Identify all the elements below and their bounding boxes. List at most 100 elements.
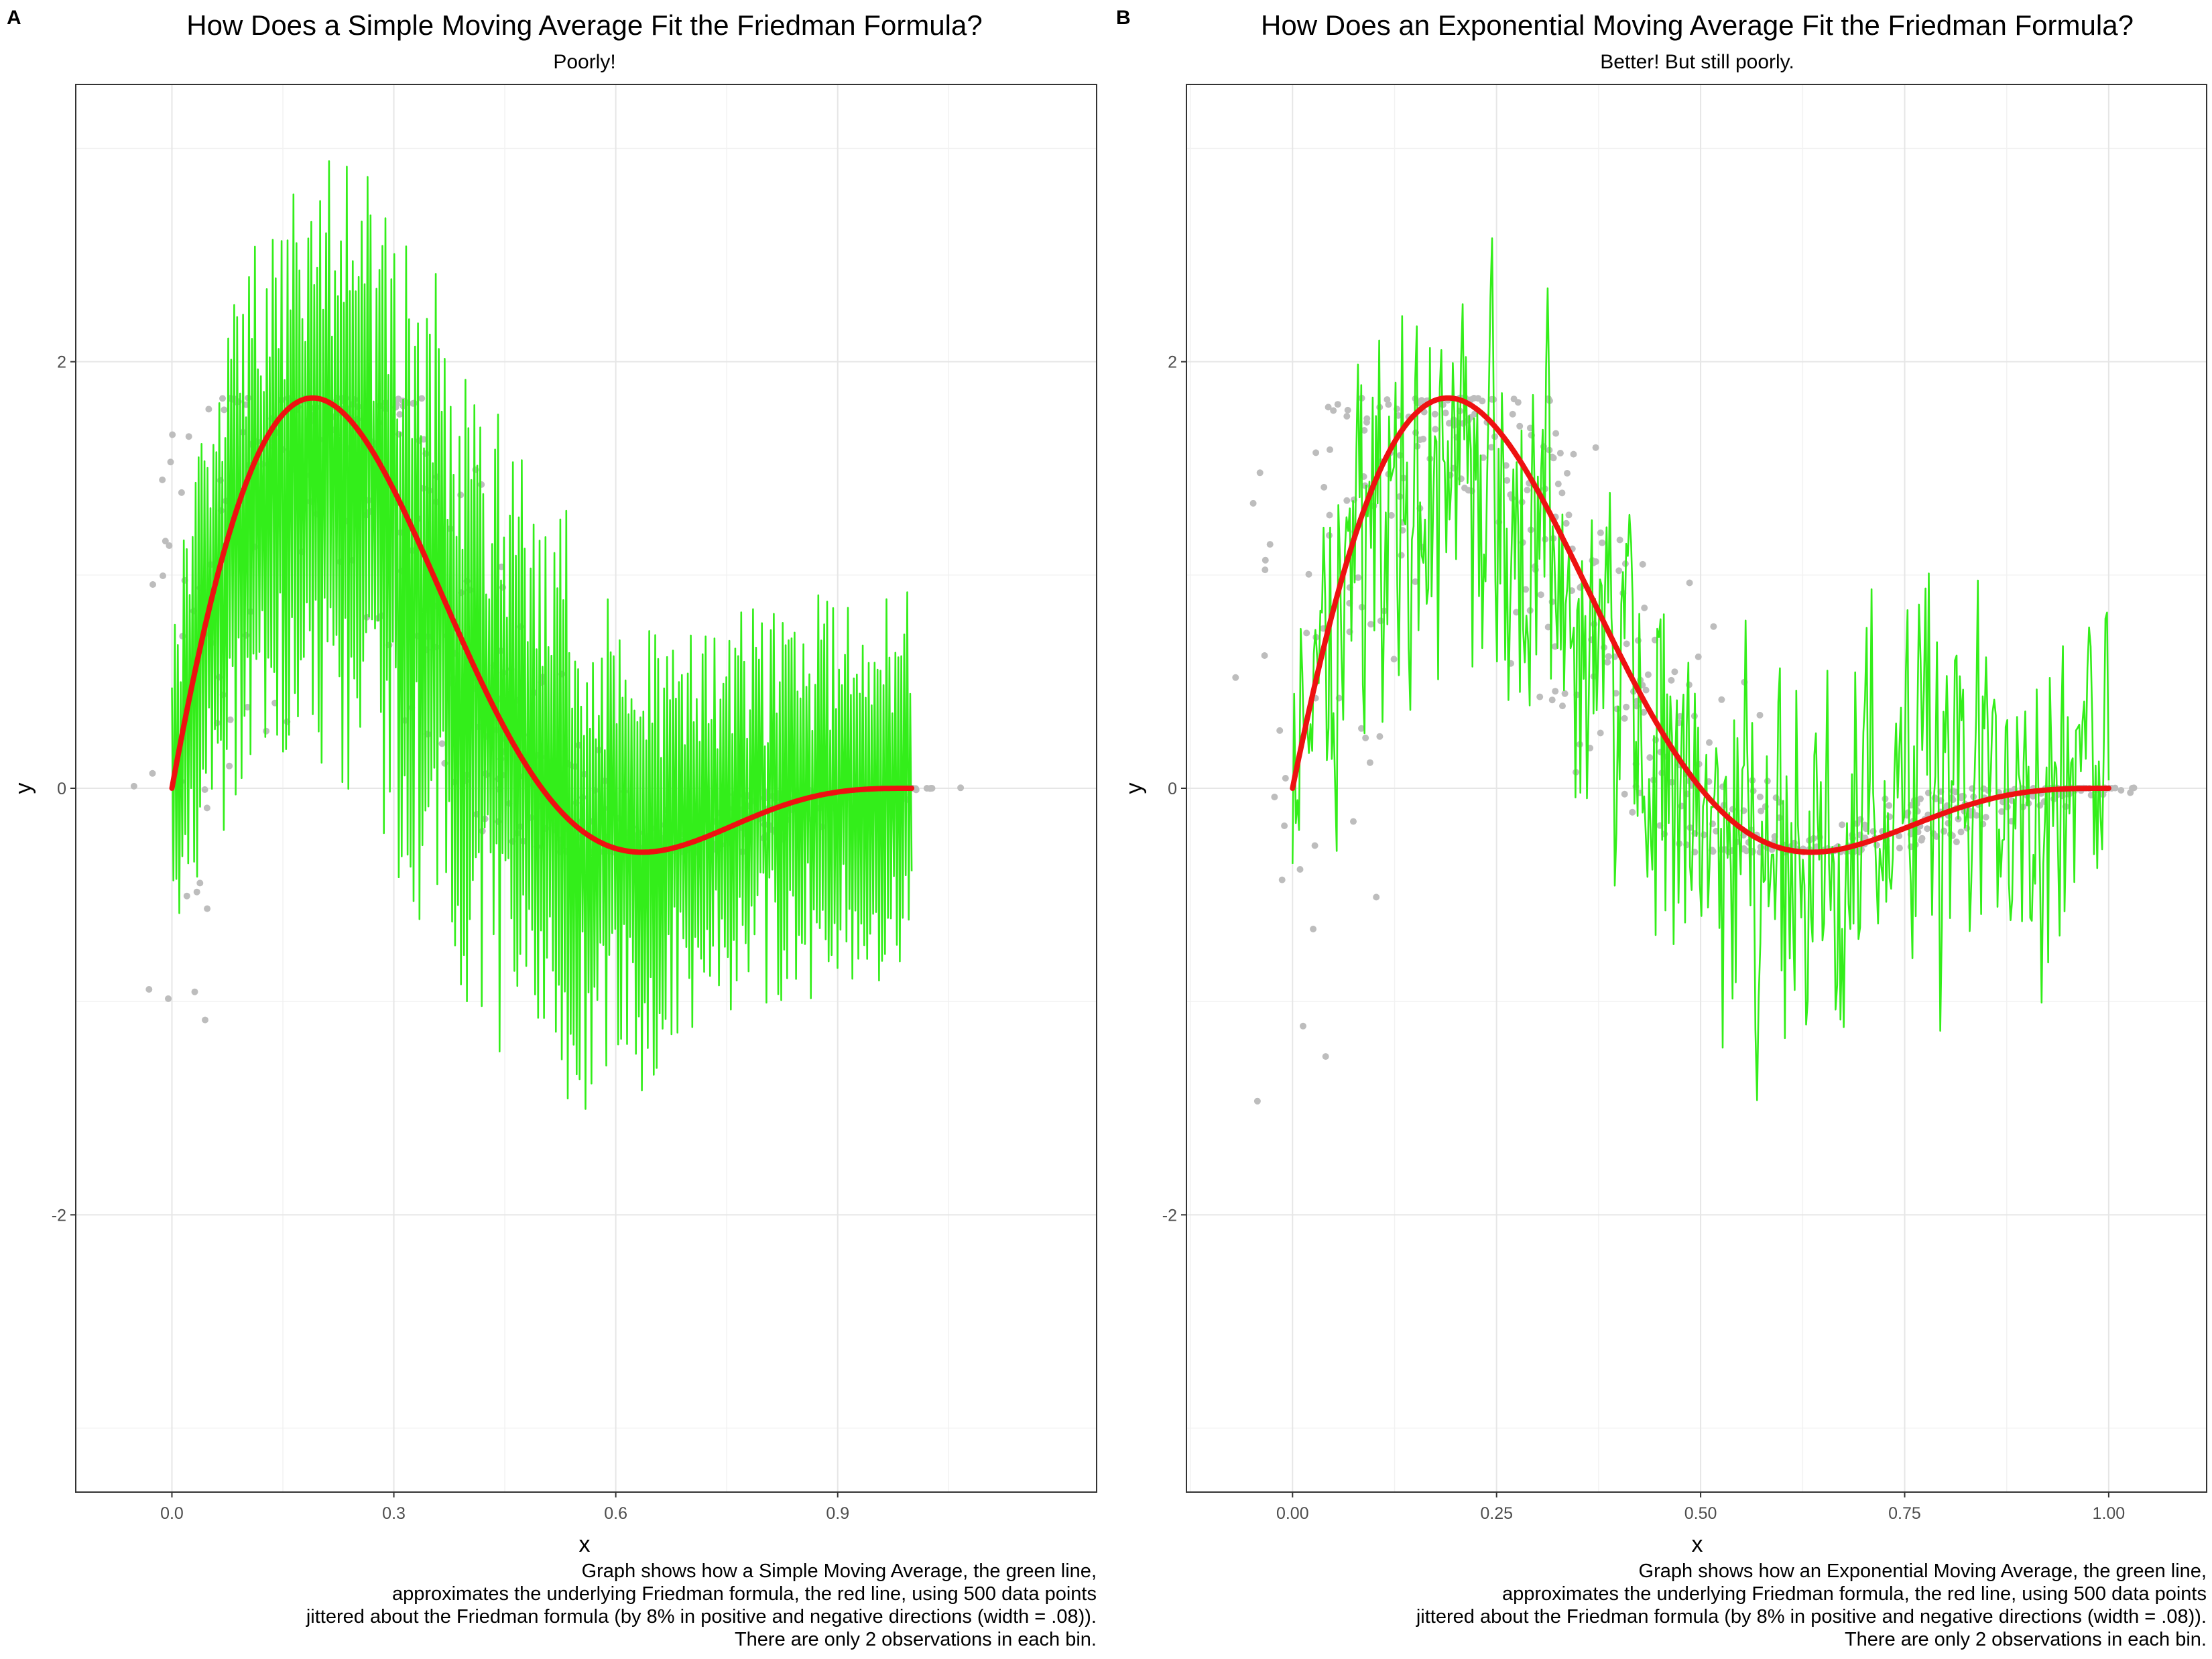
data-point	[1487, 444, 1495, 451]
data-point	[1570, 450, 1577, 458]
data-point	[219, 395, 226, 402]
data-point	[1311, 842, 1318, 849]
data-point	[1982, 814, 1989, 821]
data-point	[159, 476, 166, 483]
x-tick-label: 0.50	[1684, 1504, 1717, 1523]
data-point	[1320, 483, 1328, 491]
data-point	[1390, 656, 1398, 663]
data-point	[1432, 426, 1439, 433]
data-point	[1262, 566, 1269, 574]
data-point	[1562, 519, 1570, 527]
chart-subtitle: Better! But still poorly.	[1600, 51, 1794, 73]
data-point	[1896, 833, 1903, 840]
data-point	[1296, 866, 1304, 873]
x-axis-title: x	[1692, 1532, 1703, 1557]
data-point	[1479, 454, 1487, 461]
data-point	[130, 782, 137, 790]
data-point	[1281, 822, 1288, 829]
data-point	[1605, 653, 1612, 660]
data-point	[1363, 415, 1371, 422]
data-point	[1710, 623, 1717, 630]
data-point	[1559, 702, 1566, 710]
data-point	[396, 411, 404, 418]
caption-line: jittered about the Friedman formula (by …	[1416, 1606, 2207, 1627]
data-point	[1973, 812, 1980, 819]
data-point	[457, 491, 465, 499]
x-tick-label: 0.9	[826, 1504, 849, 1523]
data-point	[183, 892, 190, 900]
data-point	[1644, 671, 1652, 678]
chart-title: How Does an Exponential Moving Average F…	[1261, 9, 2134, 41]
y-tick-label: 0	[1168, 780, 1177, 798]
data-point	[167, 458, 174, 466]
data-point	[191, 988, 198, 995]
data-point	[1503, 477, 1511, 484]
data-point	[420, 436, 428, 443]
data-point	[1629, 808, 1636, 816]
caption-line: approximates the underlying Friedman for…	[1502, 1583, 2207, 1605]
caption: Graph shows how a Simple Moving Average,…	[306, 1560, 1097, 1650]
caption-line: Graph shows how a Simple Moving Average,…	[582, 1560, 1097, 1582]
data-point	[1266, 541, 1274, 548]
data-point	[1839, 821, 1846, 828]
data-point	[1952, 788, 1959, 796]
x-tick-label: 0.6	[604, 1504, 627, 1523]
y-axis-title: y	[1121, 783, 1147, 794]
data-point	[1706, 739, 1713, 746]
data-point	[1873, 841, 1880, 849]
caption-line: Graph shows how an Exponential Moving Av…	[1639, 1560, 2207, 1582]
data-point	[1326, 511, 1333, 519]
data-point	[1334, 401, 1341, 408]
data-point	[1479, 397, 1486, 405]
data-point	[221, 406, 228, 414]
data-point	[1623, 703, 1630, 711]
panel-tag: A	[7, 7, 21, 29]
data-point	[1565, 511, 1573, 519]
data-point	[1740, 845, 1747, 852]
friedman-formula-line	[169, 395, 915, 855]
data-point	[1431, 410, 1438, 418]
data-point	[1344, 406, 1351, 414]
data-point	[1312, 449, 1320, 456]
axis-ticks: 0.00 0.25 0.50 0.75 1.00 -2 0 2	[1162, 353, 2125, 1523]
caption: Graph shows how an Exponential Moving Av…	[1416, 1560, 2207, 1650]
data-point	[1671, 668, 1678, 676]
data-point	[149, 581, 156, 588]
data-point	[196, 879, 204, 887]
data-point	[1861, 821, 1868, 828]
chart-title: How Does a Simple Moving Average Fit the…	[186, 9, 982, 41]
data-point	[169, 431, 176, 438]
data-point	[1249, 499, 1257, 507]
data-point	[1376, 733, 1384, 740]
x-tick-label: 0.00	[1276, 1504, 1309, 1523]
data-point	[1398, 552, 1405, 559]
caption-line: jittered about the Friedman formula (by …	[306, 1606, 1097, 1627]
data-point	[1361, 427, 1368, 434]
data-point	[1524, 487, 1531, 494]
data-point	[202, 1016, 208, 1024]
data-point	[1641, 604, 1648, 611]
panel-b: B How Does an Exponential Moving Average…	[1116, 7, 2207, 1650]
chart-subtitle: Poorly!	[553, 51, 615, 73]
data-point	[1960, 792, 1967, 800]
data-point	[1278, 876, 1286, 883]
data-point	[1599, 539, 1606, 546]
data-point	[2117, 787, 2125, 794]
data-point	[160, 572, 166, 579]
data-point	[1957, 828, 1965, 836]
data-point	[2111, 784, 2119, 792]
data-point	[1548, 696, 1556, 704]
data-point	[162, 538, 169, 545]
data-point	[1554, 481, 1562, 487]
data-point	[1756, 793, 1764, 800]
data-point	[1261, 652, 1268, 659]
data-point	[149, 770, 156, 777]
data-point	[1756, 711, 1764, 719]
data-point	[244, 704, 251, 711]
data-point	[1465, 487, 1472, 494]
data-point	[1758, 807, 1765, 814]
data-point	[1536, 693, 1544, 700]
data-point	[1646, 754, 1654, 761]
data-point	[165, 995, 172, 1002]
